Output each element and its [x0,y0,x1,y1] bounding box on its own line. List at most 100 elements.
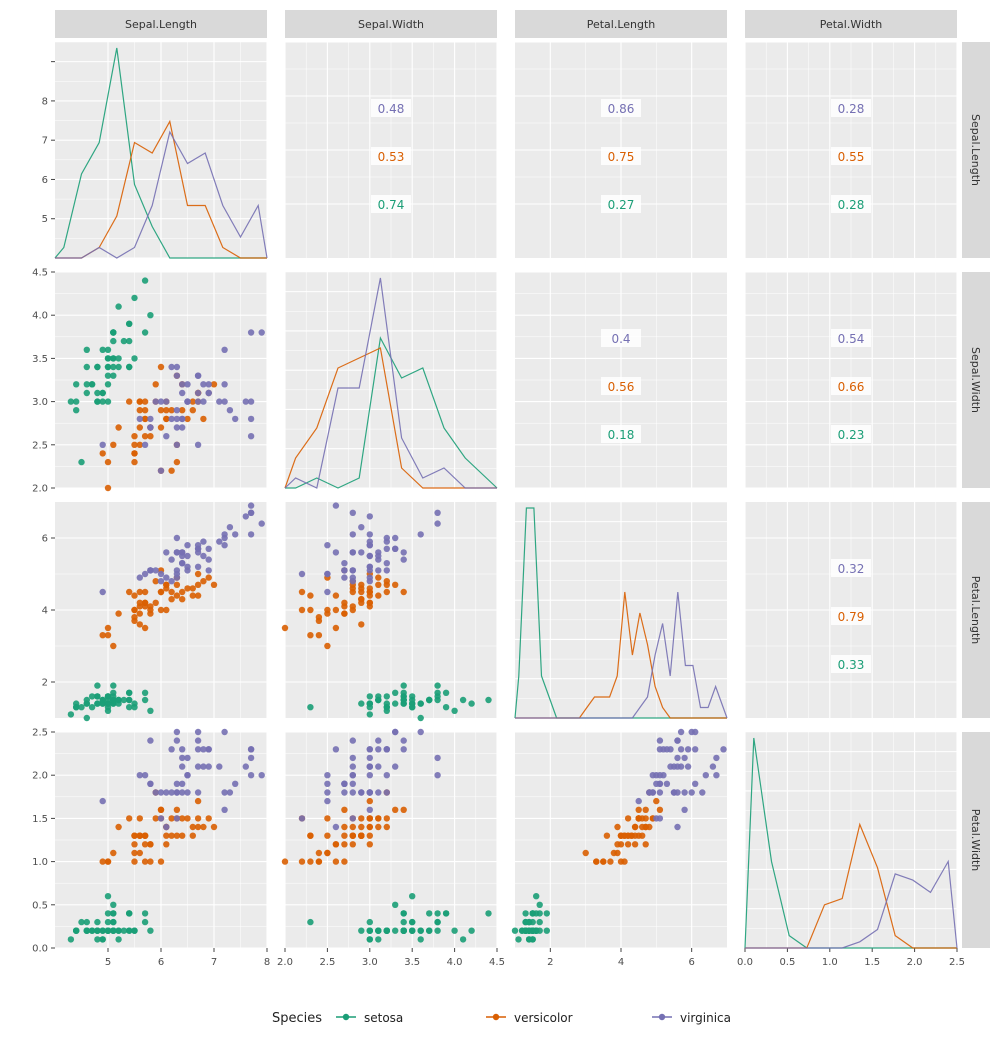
point-versicolor [141,624,149,632]
point-setosa [110,329,117,336]
point-versicolor [99,858,106,865]
point-setosa [417,927,424,934]
point-virginica [205,556,212,563]
point-versicolor [315,858,323,865]
point-virginica [383,746,390,753]
corr-label-bg [371,147,411,165]
point-setosa [104,927,112,934]
point-setosa [358,927,365,934]
point-virginica [221,789,228,796]
point-setosa [88,381,96,388]
x-tick-label: 2.0 [277,957,293,968]
point-virginica [358,549,365,556]
y-tick-label: 4.0 [32,311,48,322]
point-virginica [157,578,165,585]
point-setosa [78,458,85,466]
corr-label-bg [601,329,641,347]
point-setosa [451,927,458,934]
point-setosa [115,927,122,934]
point-versicolor [115,823,122,831]
strip-label-sepal-length: Sepal.Length [969,114,982,186]
point-virginica [157,467,165,474]
corr-label-bg [831,329,871,347]
point-setosa [529,910,536,917]
point-virginica [383,560,390,567]
point-setosa [115,303,122,310]
point-setosa [110,372,117,379]
point-virginica [383,789,390,796]
point-virginica [173,372,181,379]
point-virginica [200,552,207,560]
point-virginica [663,780,671,787]
point-setosa [94,936,101,943]
point-setosa [88,927,96,934]
point-versicolor [210,823,218,831]
y-tick-label: 0.0 [32,944,48,955]
x-tick-label: 4 [618,957,624,968]
scatter-petal-length-vs-sepal-width [281,502,492,722]
point-setosa [141,918,149,926]
corr-sepal-length-sepal-width: 0.48 0.53 0.74 [371,99,411,213]
point-virginica [298,815,306,822]
point-setosa [400,910,407,917]
point-virginica [221,806,228,813]
point-versicolor [152,381,159,388]
corr-label-bg [371,99,411,117]
point-virginica [366,806,373,813]
corr-value-setosa: 0.23 [838,428,865,442]
point-setosa [468,700,475,707]
point-versicolor [307,858,314,865]
point-versicolor [168,596,175,603]
point-setosa [515,936,522,943]
point-versicolor [131,606,138,614]
point-virginica [366,754,373,762]
point-virginica [99,797,106,805]
point-virginica [141,441,149,448]
point-virginica [298,570,306,578]
point-versicolor [341,858,348,865]
point-versicolor [131,592,138,599]
point-virginica [157,789,165,796]
corr-label-bg [831,607,871,625]
point-versicolor [173,581,181,588]
point-setosa [511,927,519,934]
point-setosa [409,927,416,934]
point-virginica [332,746,340,753]
point-versicolor [189,585,196,592]
point-versicolor [631,823,639,831]
point-versicolor [141,433,149,440]
point-virginica [366,763,373,770]
point-virginica [99,588,106,596]
point-virginica [709,763,717,770]
point-versicolor [136,610,143,617]
point-setosa [383,927,390,934]
point-virginica [247,415,255,423]
point-setosa [126,689,133,696]
y-tick-label: 3.0 [32,397,48,408]
point-setosa [78,704,85,711]
point-virginica [226,789,234,796]
point-virginica [221,381,228,388]
point-versicolor [126,588,133,596]
x-tick-label: 2.0 [907,957,923,968]
point-versicolor [179,815,186,822]
point-virginica [221,534,228,542]
y-tick-label: 2 [42,678,48,689]
point-versicolor [173,806,181,813]
point-setosa [115,936,122,943]
point-virginica [324,588,331,596]
density-line-setosa [54,47,267,259]
point-versicolor [624,841,632,848]
point-versicolor [136,441,143,448]
density-petal-width [744,737,958,949]
point-versicolor [298,606,306,614]
point-virginica [232,415,239,423]
point-versicolor [205,815,212,822]
point-versicolor [341,806,348,813]
point-virginica [349,789,356,796]
point-versicolor [200,415,207,423]
point-versicolor [358,823,365,831]
point-virginica [200,398,207,405]
point-setosa [110,918,117,926]
